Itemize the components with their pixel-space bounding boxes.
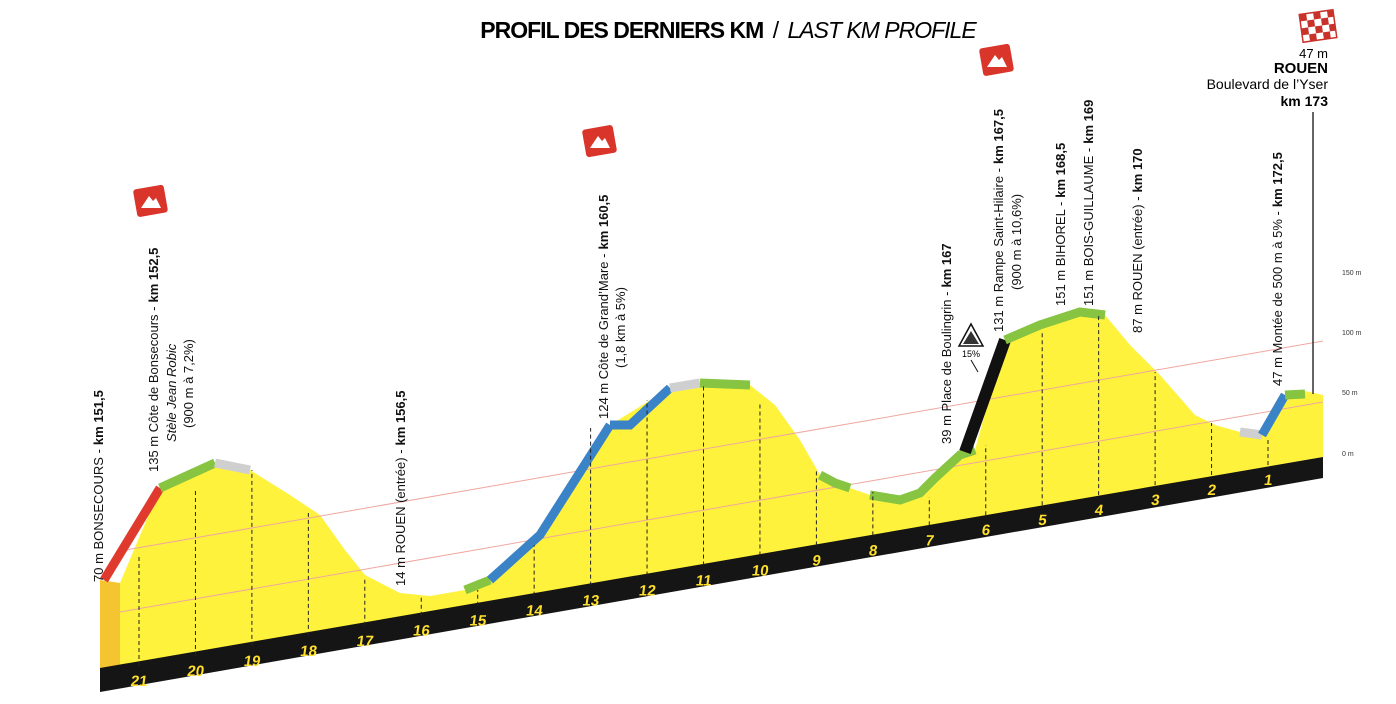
- annotation: 124 m Côte de Grand’Mare - km 160,5: [596, 195, 611, 419]
- km-marker: 15: [468, 613, 487, 630]
- km-marker: 16: [412, 623, 431, 640]
- climb-segment: [1284, 389, 1306, 400]
- climb-segment: [610, 384, 674, 430]
- annotation-km: km 156,5: [393, 391, 408, 446]
- scale-label: 50 m: [1342, 390, 1358, 397]
- climb-segment: [959, 337, 1011, 455]
- climb-segment: [463, 575, 492, 595]
- annotation-label: 70 m BONSECOURS -: [91, 449, 106, 582]
- gradient-badge: [957, 322, 985, 373]
- climb-segment: [869, 445, 977, 505]
- km-marker: 17: [356, 633, 375, 650]
- title-main: PROFIL DES DERNIERS KM: [480, 17, 763, 43]
- km-marker: 6: [981, 522, 992, 539]
- annotation-note: (1,8 km à 5%): [613, 287, 628, 368]
- climb-icon: [582, 125, 617, 158]
- km-marker: 8: [868, 542, 879, 559]
- climb-segment: [1258, 392, 1289, 438]
- annotation-km: km 172,5: [1270, 152, 1285, 207]
- annotation-note: (900 m à 10,6%): [1009, 194, 1024, 290]
- km-marker: 9: [811, 552, 822, 569]
- altitude-line: [119, 340, 1324, 552]
- annotation: 47 m Montée de 500 m à 5% - km 172,5: [1270, 152, 1285, 386]
- km-marker: 20: [186, 663, 205, 680]
- title: PROFIL DES DERNIERS KM / LAST KM PROFILE: [480, 17, 977, 43]
- annotation-label: 14 m ROUEN (entrée) -: [393, 449, 408, 586]
- km-marker: 13: [581, 593, 600, 610]
- finish-altitude: 47 m: [1299, 46, 1328, 61]
- km-marker: 5: [1037, 512, 1048, 529]
- scale-label: 100 m: [1342, 330, 1362, 337]
- climb-icon: [979, 43, 1014, 76]
- climb-segment: [158, 458, 217, 493]
- annotation: 151 m BIHOREL - km 168,5: [1053, 143, 1068, 306]
- finish-km: km 173: [1281, 93, 1329, 109]
- annotation-km: km 168,5: [1053, 143, 1068, 198]
- annotation: 131 m Rampe Saint-Hilaire - km 167,5: [991, 109, 1006, 332]
- km-marker: 2: [1207, 482, 1218, 499]
- climb-icon: [133, 184, 168, 217]
- annotation: 14 m ROUEN (entrée) - km 156,5: [393, 391, 408, 586]
- annotation-km: km 152,5: [146, 248, 161, 303]
- annotation: 39 m Place de Boulingrin - km 167: [939, 243, 954, 444]
- scale-label: 0 m: [1342, 451, 1354, 458]
- annotation-label: 135 m Côte de Bonsecours -: [146, 307, 161, 472]
- climb-segment: [100, 485, 164, 583]
- annotation: 151 m BOIS-GUILLAUME - km 169: [1081, 100, 1096, 306]
- annotation-label: 124 m Côte de Grand’Mare -: [596, 254, 611, 419]
- annotation-label: 47 m Montée de 500 m à 5% -: [1270, 211, 1285, 386]
- km-marker: 3: [1150, 492, 1161, 509]
- annotation: 87 m ROUEN (entrée) - km 170: [1130, 148, 1145, 333]
- annotation-km: km 167: [939, 243, 954, 287]
- climb-segment: [1239, 427, 1263, 440]
- climb-segment: [699, 378, 751, 390]
- annotation-label: 87 m ROUEN (entrée) -: [1130, 196, 1145, 333]
- annotation-km: km 169: [1081, 100, 1096, 144]
- climb-segment: [1003, 307, 1106, 345]
- km-marker: 19: [243, 653, 262, 670]
- profile-fill: [120, 312, 1323, 667]
- annotation: 135 m Côte de Bonsecours - km 152,5: [146, 248, 161, 472]
- finish-flag: [1298, 8, 1338, 44]
- finish-place: Boulevard de l’Yser: [1207, 76, 1329, 92]
- annotation-km: km 170: [1130, 148, 1145, 192]
- km-marker: 21: [130, 673, 149, 690]
- km-marker: 11: [695, 573, 713, 590]
- km-marker: 12: [638, 583, 657, 600]
- climb-segment: [817, 471, 852, 493]
- annotation: 70 m BONSECOURS - km 151,5: [91, 390, 106, 582]
- climb-segment: [214, 458, 251, 475]
- km-marker: 10: [751, 563, 770, 580]
- annotation-label: 39 m Place de Boulingrin -: [939, 292, 954, 444]
- annotation-label: 151 m BIHOREL -: [1053, 202, 1068, 306]
- annotation-km: km 167,5: [991, 109, 1006, 164]
- climb-segment: [486, 422, 614, 584]
- profile-left-face: [100, 580, 120, 668]
- title-separator: /: [773, 17, 780, 43]
- annotation-note: Stèle Jean Robic: [164, 343, 179, 442]
- annotation-km: km 160,5: [596, 195, 611, 250]
- annotation-label: 131 m Rampe Saint-Hilaire -: [991, 168, 1006, 332]
- km-marker: 4: [1094, 502, 1105, 519]
- annotation-km: km 151,5: [91, 390, 106, 445]
- km-marker: 18: [299, 643, 318, 660]
- km-marker: 7: [924, 532, 935, 549]
- annotation-note: (900 m à 7,2%): [181, 339, 196, 428]
- finish-name: ROUEN: [1274, 60, 1328, 77]
- title-sub: LAST KM PROFILE: [787, 17, 977, 43]
- climb-segment: [669, 378, 701, 393]
- gradient-badge-label: 15%: [962, 349, 980, 359]
- altitude-line: [119, 401, 1324, 613]
- base-band: [100, 457, 1323, 692]
- scale-label: 150 m: [1342, 270, 1362, 277]
- km-marker: 1: [1263, 472, 1274, 489]
- annotation-label: 151 m BOIS-GUILLAUME -: [1081, 148, 1096, 306]
- km-marker: 14: [525, 603, 545, 620]
